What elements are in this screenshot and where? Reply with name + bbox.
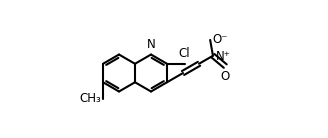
Text: O: O	[221, 70, 230, 83]
Text: CH₃: CH₃	[79, 92, 101, 105]
Text: N⁺: N⁺	[216, 50, 231, 63]
Text: Cl: Cl	[179, 47, 190, 60]
Text: N: N	[147, 38, 155, 51]
Text: O⁻: O⁻	[212, 33, 228, 46]
